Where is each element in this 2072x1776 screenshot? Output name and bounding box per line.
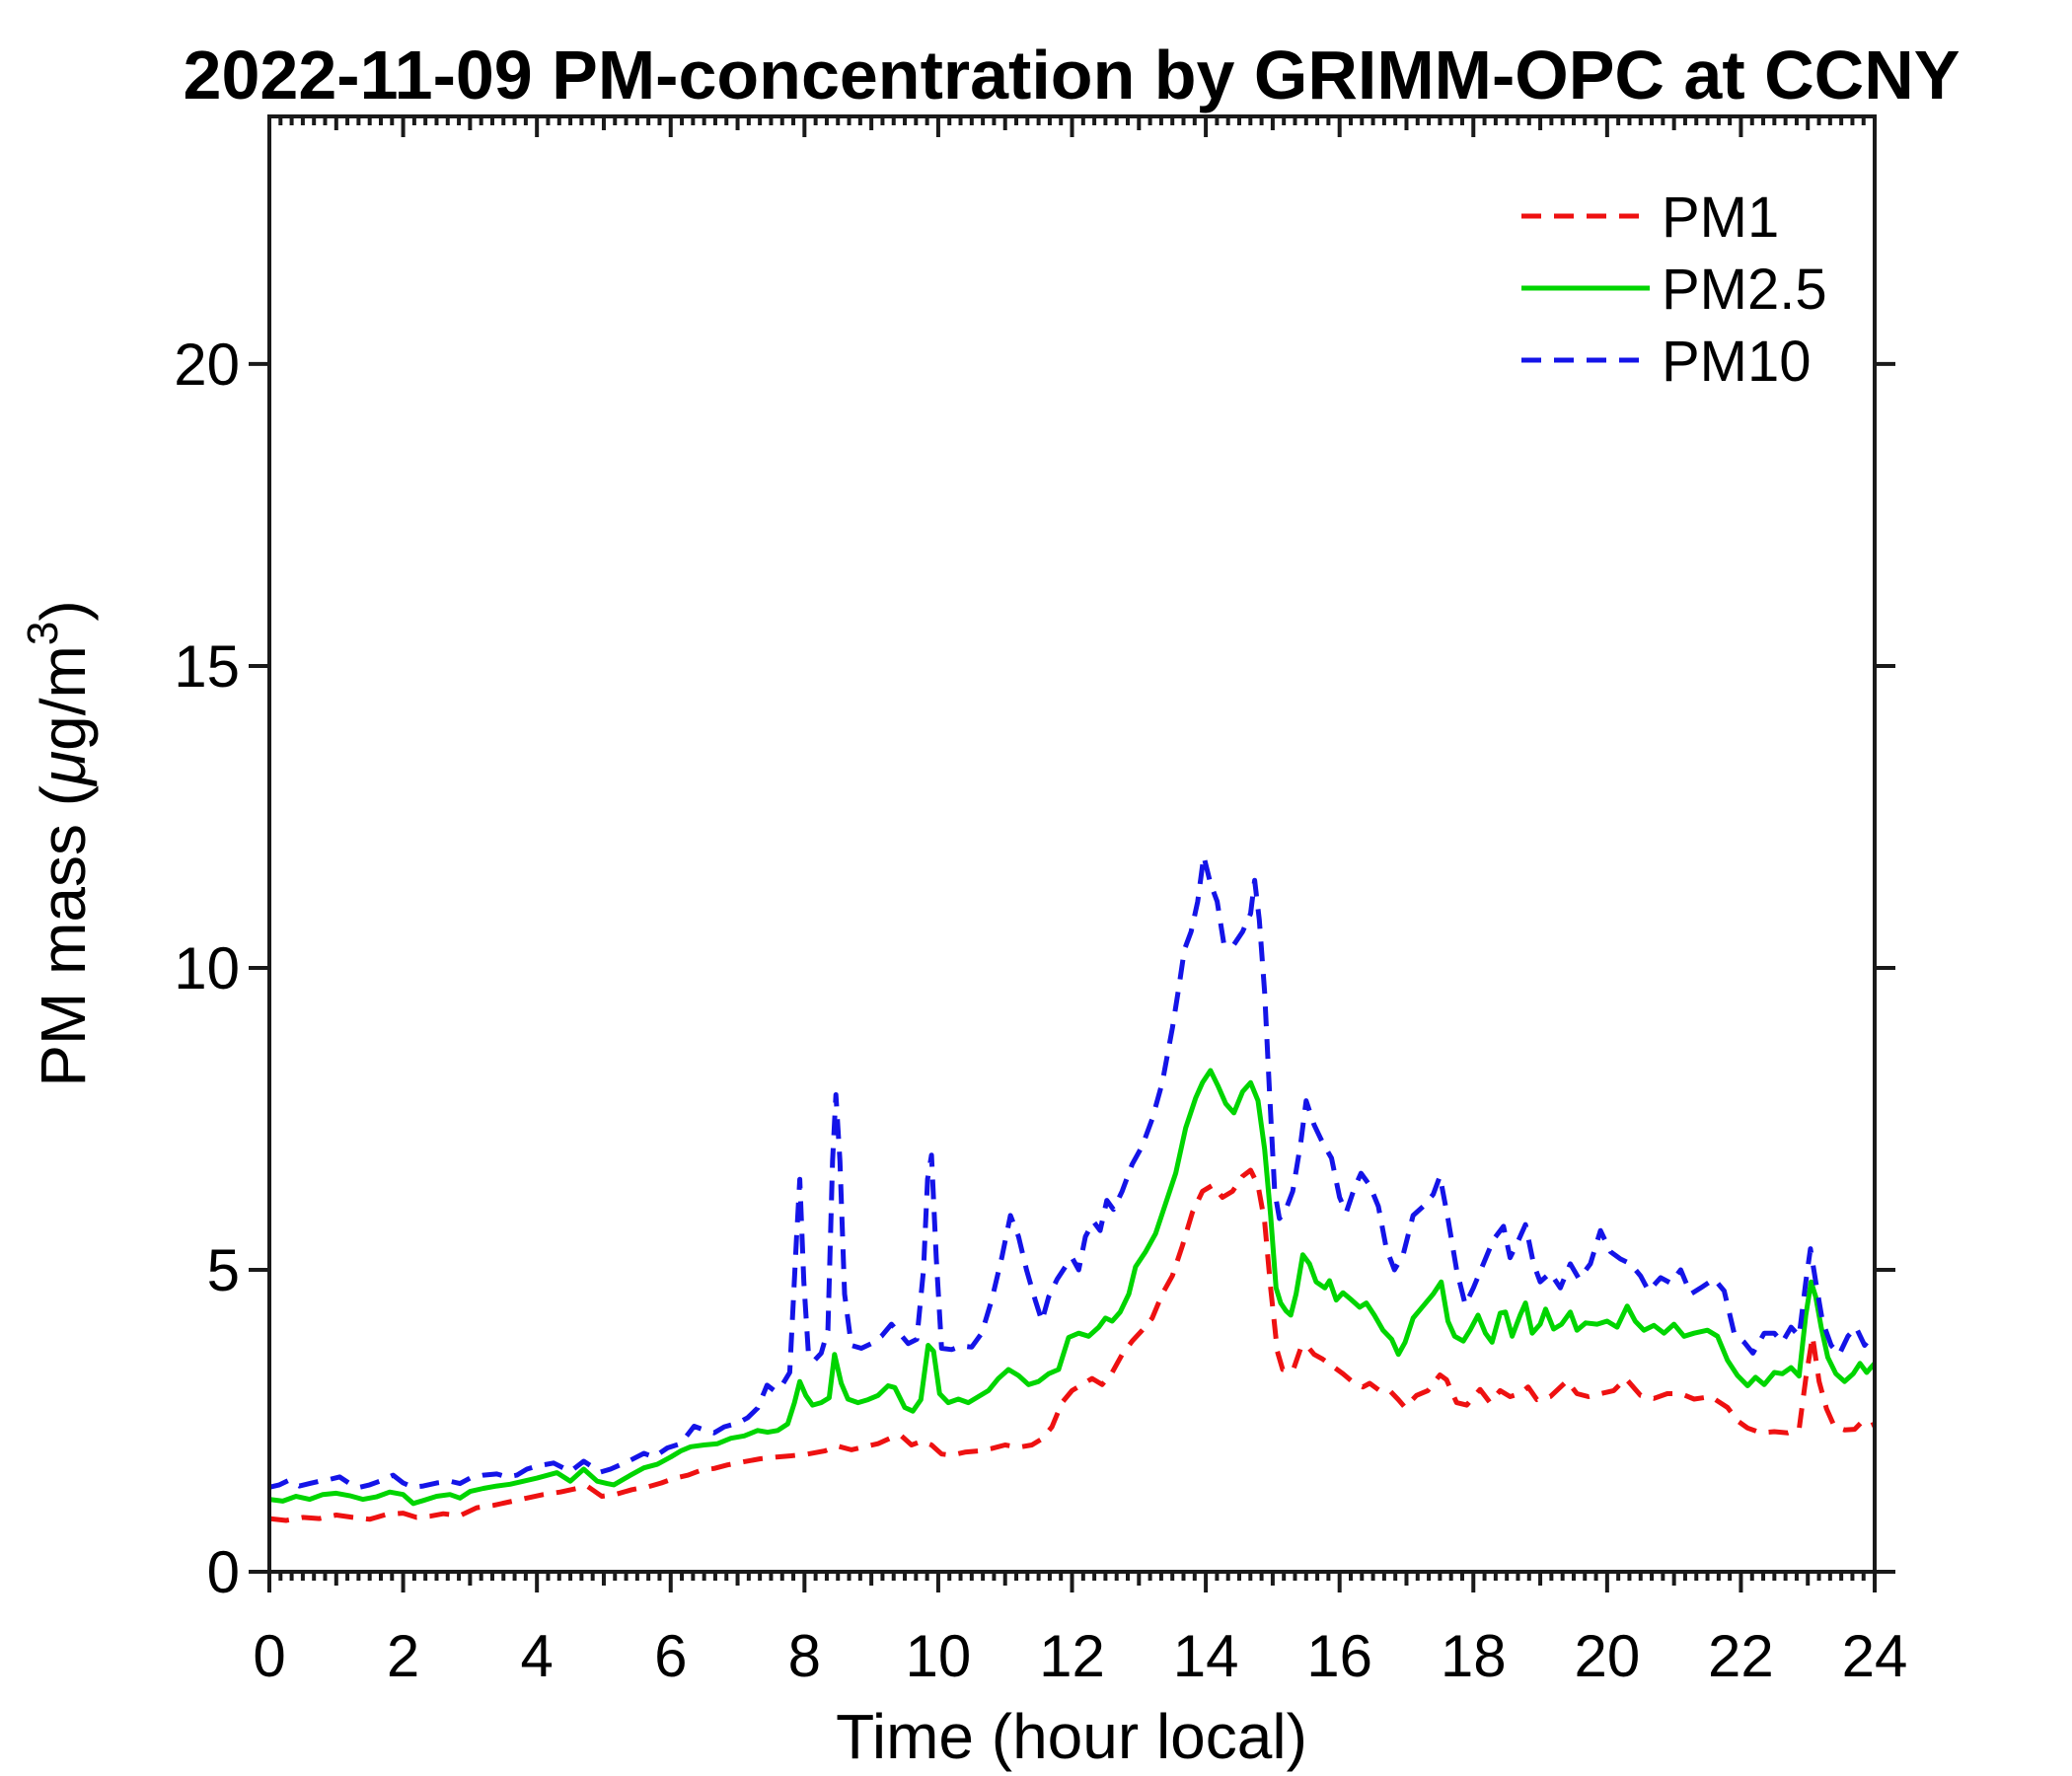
y-tick-label: 10 bbox=[174, 935, 240, 1001]
y-tick-label: 0 bbox=[207, 1539, 240, 1605]
y-axis-label-sup: 3 bbox=[19, 622, 67, 645]
x-tick-label: 10 bbox=[906, 1623, 972, 1689]
plot-border bbox=[267, 114, 1877, 1574]
x-tick-label: 20 bbox=[1574, 1623, 1640, 1689]
y-axis-label-pre: PM mass ( bbox=[28, 785, 99, 1087]
series-line-PM1 bbox=[268, 1167, 1877, 1523]
y-tick-labels: 0 5 10 15 20 bbox=[174, 332, 240, 1605]
legend-label: PM1 bbox=[1662, 185, 1779, 250]
x-tick-label: 2 bbox=[387, 1623, 419, 1689]
series-line-PM2.5 bbox=[268, 1068, 1877, 1507]
x-tick-labels: 0 2 4 6 8 10 12 14 16 18 20 22 24 bbox=[253, 1623, 1907, 1689]
x-tick-label: 18 bbox=[1441, 1623, 1507, 1689]
legend-entry-PM2.5: PM2.5 bbox=[1521, 258, 1827, 322]
legend-entry-PM10: PM10 bbox=[1521, 330, 1812, 394]
legend: PM1 PM2.5 PM10 bbox=[1521, 185, 1827, 394]
x-tick-label: 24 bbox=[1842, 1623, 1908, 1689]
y-axis-label-suffix: ) bbox=[28, 600, 99, 621]
legend-label: PM10 bbox=[1662, 330, 1812, 394]
x-tick-label: 22 bbox=[1708, 1623, 1774, 1689]
chart-title: 2022-11-09 PM-concentration by GRIMM-OPC… bbox=[184, 37, 1961, 113]
y-tick-label: 20 bbox=[174, 332, 240, 398]
axis-ticks bbox=[249, 116, 1895, 1592]
x-tick-label: 12 bbox=[1039, 1623, 1105, 1689]
data-series bbox=[268, 853, 1877, 1523]
x-tick-label: 8 bbox=[788, 1623, 821, 1689]
x-tick-label: 14 bbox=[1173, 1623, 1239, 1689]
x-axis-label: Time (hour local) bbox=[836, 1701, 1307, 1772]
series-line-PM10 bbox=[268, 853, 1877, 1490]
y-axis-label-mu: μ bbox=[28, 751, 99, 787]
y-axis-label: PM mass (μg/m3) bbox=[19, 600, 99, 1086]
y-tick-label: 15 bbox=[174, 633, 240, 700]
y-axis-label-mid: g/m bbox=[28, 645, 99, 751]
x-tick-label: 4 bbox=[520, 1623, 553, 1689]
legend-entry-PM1: PM1 bbox=[1521, 185, 1779, 250]
x-tick-label: 6 bbox=[654, 1623, 687, 1689]
legend-label: PM2.5 bbox=[1662, 258, 1827, 322]
y-tick-label: 5 bbox=[207, 1237, 240, 1303]
x-tick-label: 0 bbox=[253, 1623, 285, 1689]
x-tick-label: 16 bbox=[1306, 1623, 1372, 1689]
